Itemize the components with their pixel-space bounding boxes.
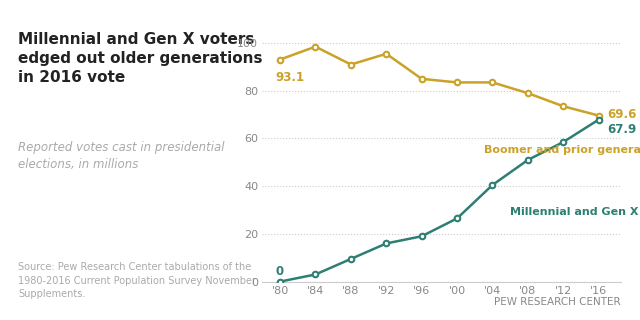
Text: Source: Pew Research Center tabulations of the
1980-2016 Current Population Surv: Source: Pew Research Center tabulations … (19, 262, 257, 299)
Text: 67.9: 67.9 (607, 123, 637, 136)
Text: 69.6: 69.6 (607, 108, 637, 121)
Text: 0: 0 (276, 265, 284, 278)
Text: PEW RESEARCH CENTER: PEW RESEARCH CENTER (494, 297, 621, 307)
Text: Boomer and prior generations: Boomer and prior generations (484, 145, 640, 156)
Text: Reported votes cast in presidential
elections, in millions: Reported votes cast in presidential elec… (19, 141, 225, 171)
Text: Millennial and Gen X: Millennial and Gen X (510, 207, 639, 217)
Text: Millennial and Gen X voters
edged out older generations
in 2016 vote: Millennial and Gen X voters edged out ol… (19, 32, 263, 85)
Text: 93.1: 93.1 (276, 71, 305, 84)
